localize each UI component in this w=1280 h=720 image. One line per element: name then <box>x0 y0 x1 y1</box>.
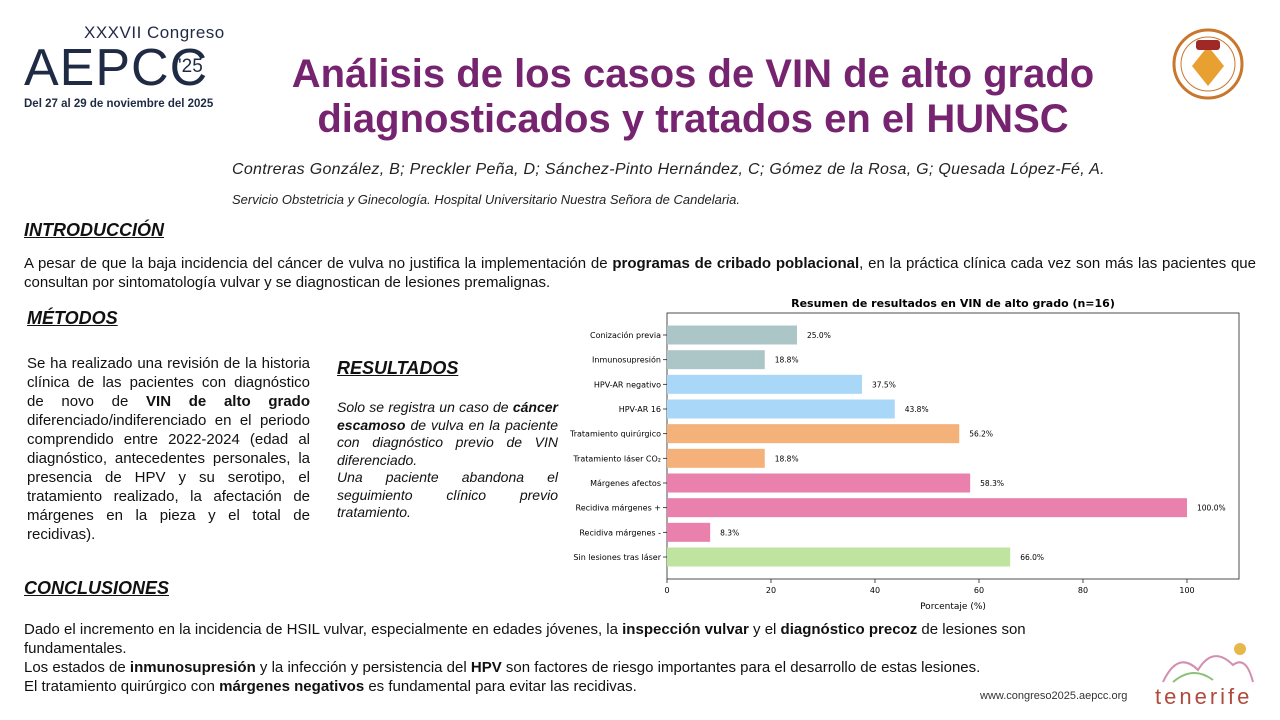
value-label: 100.0% <box>1197 504 1226 513</box>
x-axis-label: Porcentaje (%) <box>920 602 986 612</box>
text-run: A pesar de que la baja incidencia del cá… <box>24 255 613 272</box>
value-label: 18.8% <box>775 454 799 463</box>
society-emblem <box>1172 28 1244 100</box>
title-line: diagnosticados y tratados en el HUNSC <box>317 97 1069 141</box>
bar <box>667 448 765 468</box>
text-run: es fundamental para evitar las recidivas… <box>364 678 637 695</box>
text-run: de lesiones son fundamentales. <box>24 621 1026 657</box>
logo-year: '25 <box>178 56 203 77</box>
x-tick-label: 40 <box>870 586 880 595</box>
bar <box>667 498 1187 518</box>
results-paragraph: Una paciente abandona el seguimiento clí… <box>337 469 558 522</box>
footer-url: www.congreso2025.aepcc.org <box>980 690 1128 702</box>
text-run: diferenciado/indiferenciado en el period… <box>27 412 310 543</box>
x-tick-label: 80 <box>1078 586 1088 595</box>
y-tick-label: HPV-AR negativo <box>594 380 661 389</box>
bold-text: inspección vulvar <box>622 621 749 638</box>
results-text: Solo se registra un caso de cáncer escam… <box>337 399 558 522</box>
section-heading: RESULTADOS <box>337 358 459 378</box>
y-tick-label: Recidiva márgenes + <box>576 504 661 513</box>
value-label: 37.5% <box>872 380 896 389</box>
tenerife-art <box>1162 643 1254 683</box>
text-run: son factores de riesgo importantes para … <box>501 659 981 676</box>
conclusion-paragraph: Dado el incremento en la incidencia de H… <box>24 620 1069 658</box>
y-tick-label: Sin lesiones tras láser <box>573 553 661 562</box>
value-label: 8.3% <box>720 528 739 537</box>
chart-title: Resumen de resultados en VIN de alto gra… <box>791 297 1115 310</box>
bold-text: diagnóstico precoz <box>780 621 918 638</box>
results-paragraph: Solo se registra un caso de cáncer escam… <box>337 399 558 469</box>
plot-frame <box>666 312 1240 580</box>
y-tick-label: Márgenes afectos <box>590 479 661 488</box>
title: Análisis de los casos de VIN de alto gra… <box>230 52 1156 142</box>
text-run: Dado el incremento en la incidencia de H… <box>24 621 623 638</box>
title-line: Análisis de los casos de VIN de alto gra… <box>291 52 1095 96</box>
y-tick-label: Recidiva márgenes - <box>579 528 661 537</box>
bold-text: inmunosupresión <box>129 659 256 676</box>
footer-brand: tenerife <box>1155 684 1253 709</box>
value-label: 56.2% <box>969 430 993 439</box>
chart: Resumen de resultados en VIN de alto gra… <box>569 297 1240 612</box>
text-run: El tratamiento quirúrgico con <box>24 678 220 695</box>
bar <box>667 350 765 370</box>
intro-text: A pesar de que la baja incidencia del cá… <box>24 254 1256 292</box>
y-tick-label: Conización previa <box>590 330 661 340</box>
logo-edition: XXXVII Congreso <box>84 23 225 42</box>
bold-text: HPV <box>470 659 502 676</box>
text-run: Una paciente abandona el seguimiento clí… <box>337 469 558 520</box>
conclusion-paragraph: El tratamiento quirúrgico con márgenes n… <box>24 677 1069 696</box>
x-tick-label: 60 <box>974 586 984 595</box>
bar <box>667 399 895 419</box>
value-label: 43.8% <box>905 405 929 414</box>
logo-dates: Del 27 al 29 de noviembre del 2025 <box>24 98 214 110</box>
logo-name: AEPCC <box>24 39 209 97</box>
bold-text: programas de cribado poblacional <box>612 255 860 272</box>
bar <box>667 374 862 394</box>
text-run: de vulva en la paciente con diagnóstico … <box>337 416 558 468</box>
affiliation: Servicio Obstetricia y Ginecología. Hosp… <box>232 192 740 207</box>
methods-text: Se ha realizado una revisión de la histo… <box>27 354 310 544</box>
text-run: Solo se registra un caso de <box>337 399 513 415</box>
y-tick-label: Inmunosupresión <box>592 355 661 365</box>
x-tick-label: 20 <box>766 586 776 595</box>
value-label: 18.8% <box>775 356 799 365</box>
text-run: Los estados de <box>24 659 130 676</box>
authors: Contreras González, B; Preckler Peña, D;… <box>232 161 1105 178</box>
x-tick-label: 0 <box>664 586 669 595</box>
section-heading: MÉTODOS <box>27 308 118 328</box>
bar <box>667 547 1011 567</box>
y-tick-label: Tratamiento quirúrgico <box>569 430 661 439</box>
bar <box>667 424 960 444</box>
text-run: , en la práctica clínica cada vez son má… <box>24 255 1256 291</box>
value-label: 58.3% <box>980 479 1004 488</box>
value-label: 25.0% <box>807 331 831 340</box>
bold-text: márgenes negativos <box>219 678 365 695</box>
text-run: y la infección y persistencia del <box>255 659 471 676</box>
conclusions-text: Dado el incremento en la incidencia de H… <box>24 620 1069 696</box>
x-tick-label: 100 <box>1179 586 1194 595</box>
y-tick-label: Tratamiento láser CO₂ <box>572 454 661 463</box>
bold-text: VIN de alto grado <box>146 393 310 410</box>
text-run: y el <box>748 621 781 638</box>
bold-text: cáncer escamoso <box>337 399 558 433</box>
bar <box>667 522 711 542</box>
section-heading: CONCLUSIONES <box>24 578 170 598</box>
section-heading: INTRODUCCIÓN <box>24 220 164 240</box>
text-run: Se ha realizado una revisión de la histo… <box>27 355 310 410</box>
bar <box>667 473 971 493</box>
conclusion-paragraph: Los estados de inmunosupresión y la infe… <box>24 658 1069 677</box>
y-tick-label: HPV-AR 16 <box>619 405 661 414</box>
bar <box>667 325 797 345</box>
value-label: 66.0% <box>1020 553 1044 562</box>
